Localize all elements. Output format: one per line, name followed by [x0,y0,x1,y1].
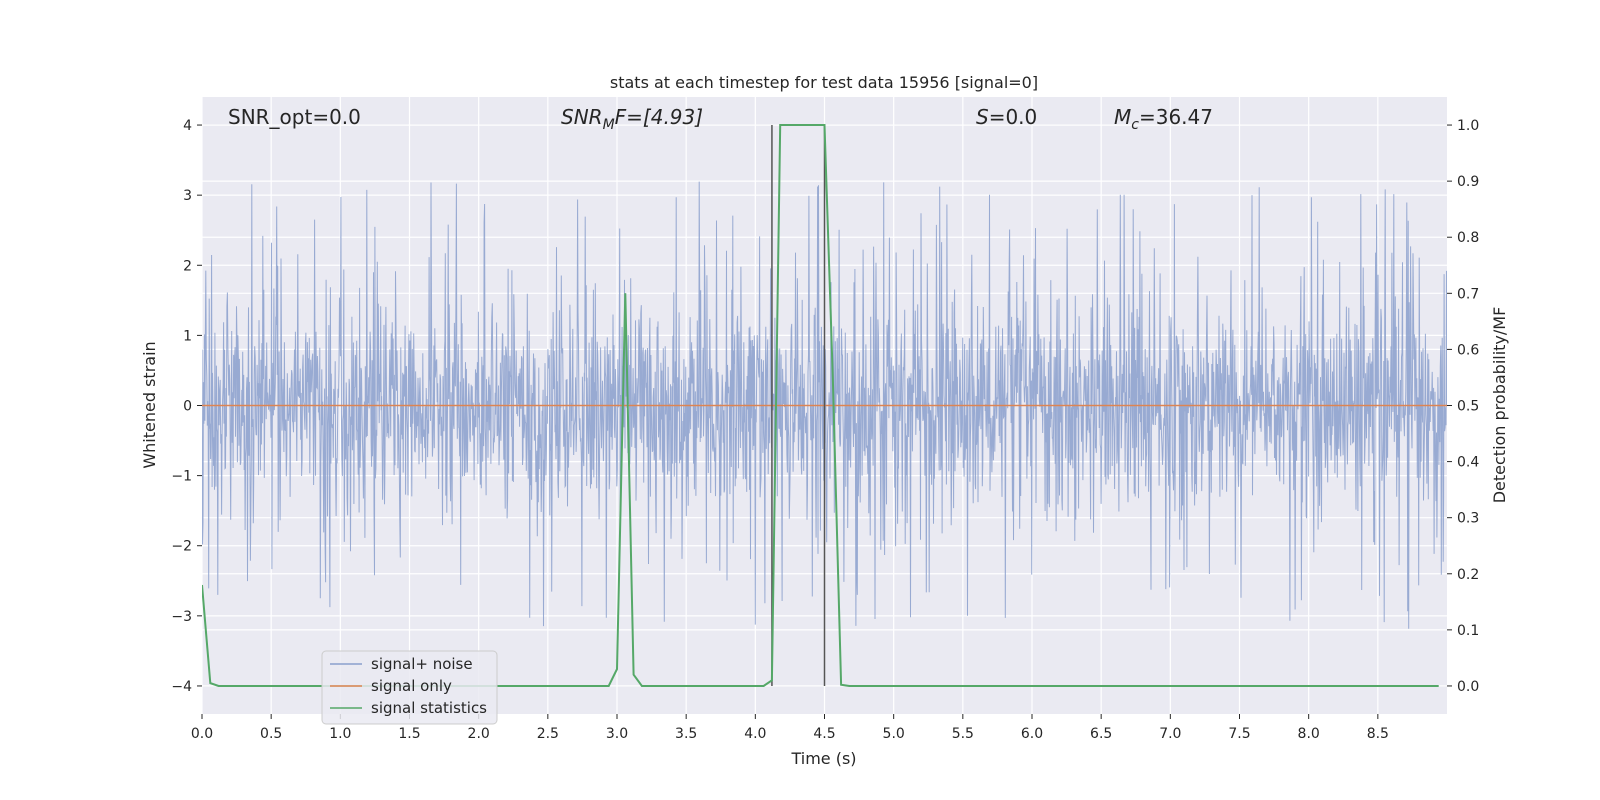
y-axis-right-label: Detection probability/MF [1490,307,1509,504]
y-right-axis-ticks: 0.0 0.1 0.2 0.3 0.4 0.5 0.6 0.7 0.8 0.9 1.0 [1447,118,1479,695]
x-axis-ticks: 0.0 0.5 1.0 1.5 2.0 2.5 3.0 3.5 4.0 4.5 5.0 5.5 6.0 6… [191,714,1389,742]
y-tick-label: −3 [171,609,192,625]
legend-box [321,650,498,725]
x-tick-label: 3.5 [675,726,697,742]
x-tick-label: 6.5 [1090,726,1112,742]
x-tick-label: 0.5 [260,726,282,742]
x-tick-label: 4.0 [744,726,766,742]
y-right-tick-label: 0.8 [1457,230,1479,246]
annotation-mc: Mc=36.47 [1114,105,1213,133]
y-axis-left-label: Whitened strain [140,341,159,468]
x-tick-label: 8.5 [1367,726,1389,742]
vertical-markers [771,125,826,686]
x-tick-label: 6.0 [1021,726,1043,742]
x-tick-label: 0.0 [191,726,213,742]
x-tick-label: 2.0 [468,726,490,742]
y-right-tick-label: 1.0 [1457,118,1479,134]
x-tick-label: 1.5 [398,726,420,742]
y-right-tick-label: 0.1 [1457,623,1479,639]
x-tick-label: 1.0 [329,726,351,742]
y-tick-label: 4 [183,118,192,134]
legend-label-signal-only: signal only [371,677,452,695]
annotation-snr-mf: SNRMF=[4.93] [561,105,703,133]
x-tick-label: 7.5 [1228,726,1250,742]
legend-label-signal-statistics: signal statistics [371,699,487,717]
annotation-s: S=0.0 [976,105,1037,129]
x-tick-label: 3.0 [606,726,628,742]
x-tick-label: 5.5 [952,726,974,742]
y-right-tick-label: 0.2 [1457,567,1479,583]
chart-title: stats at each timestep for test data 159… [610,73,1038,92]
y-tick-label: 1 [183,328,192,344]
y-tick-label: 0 [183,399,192,415]
x-tick-label: 7.0 [1159,726,1181,742]
x-tick-label: 2.5 [537,726,559,742]
y-right-tick-label: 0.0 [1457,679,1479,695]
y-right-tick-label: 0.4 [1457,455,1479,471]
x-tick-label: 8.0 [1298,726,1320,742]
legend: signal+ noise signal only signal statist… [321,650,498,725]
y-tick-label: −4 [171,679,192,695]
y-tick-label: 3 [183,188,192,204]
x-tick-label: 5.0 [883,726,905,742]
y-right-tick-label: 0.3 [1457,511,1479,527]
x-axis-label: Time (s) [790,749,856,768]
annotation-snr-opt: SNR_opt=0.0 [228,105,361,129]
y-right-tick-label: 0.6 [1457,342,1479,358]
y-tick-label: 2 [183,258,192,274]
y-right-tick-label: 0.9 [1457,174,1479,190]
y-right-tick-label: 0.5 [1457,399,1479,415]
y-tick-label: −1 [171,469,192,485]
legend-label-signal-plus-noise: signal+ noise [371,655,473,673]
y-right-tick-label: 0.7 [1457,286,1479,302]
y-left-axis-ticks: −4 −3 −2 −1 0 1 2 3 4 [171,118,202,695]
x-tick-label: 4.5 [813,726,835,742]
y-tick-label: −2 [171,539,192,555]
